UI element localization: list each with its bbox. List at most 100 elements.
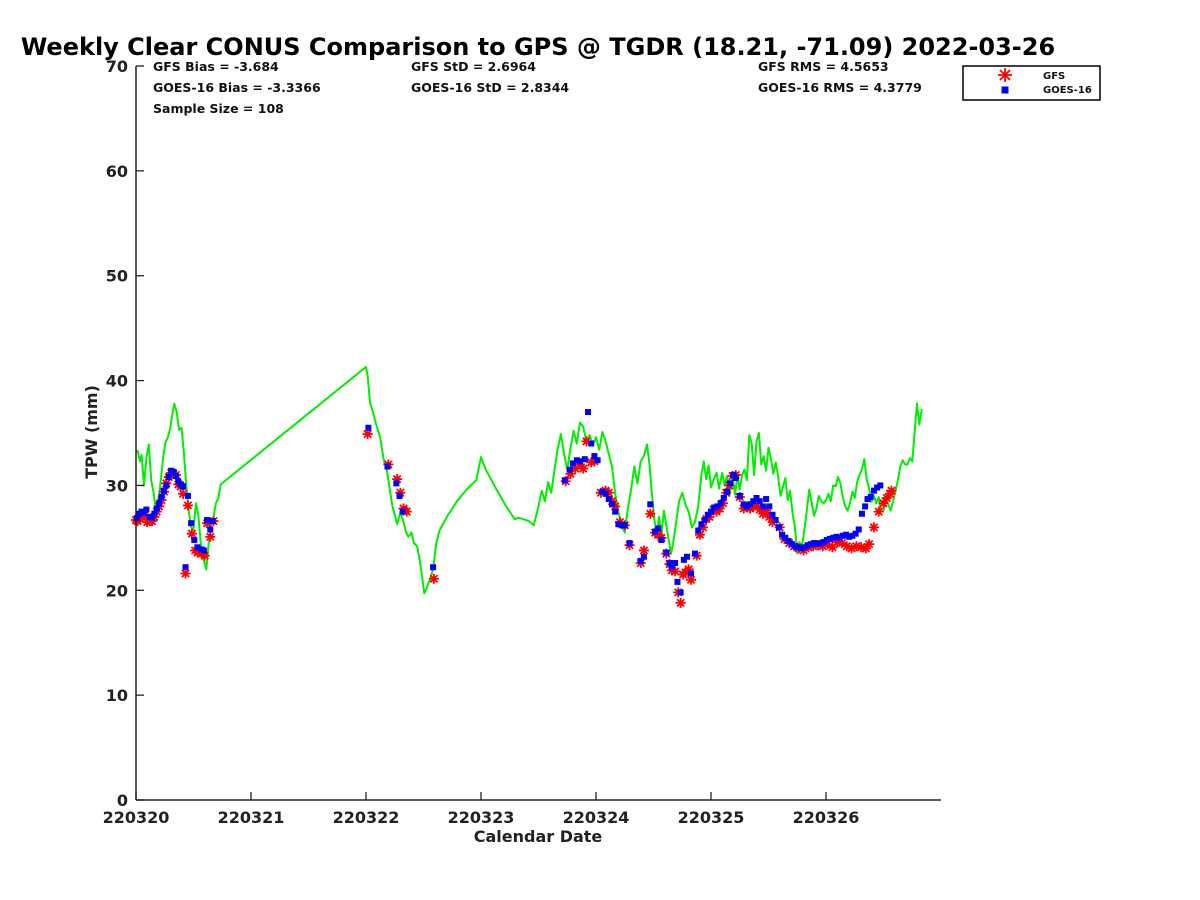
gfs-point bbox=[860, 543, 871, 554]
goes16-point bbox=[160, 487, 167, 494]
goes16-point bbox=[769, 511, 776, 518]
gfs-point bbox=[186, 528, 197, 539]
gfs-point bbox=[873, 506, 884, 517]
gfs-point bbox=[202, 518, 213, 529]
goes16-point bbox=[732, 475, 739, 482]
goes16-point bbox=[652, 528, 659, 535]
goes16-point bbox=[637, 557, 644, 564]
goes16-point bbox=[826, 535, 833, 542]
goes16-point bbox=[730, 471, 737, 478]
goes16-point bbox=[743, 503, 750, 510]
gfs-point bbox=[846, 543, 857, 554]
goes16-point bbox=[209, 518, 216, 525]
goes16-point bbox=[204, 517, 211, 524]
goes16-point bbox=[862, 503, 869, 510]
goes16-point bbox=[830, 534, 837, 541]
stat-goes-bias: GOES-16 Bias = -3.3366 bbox=[153, 80, 321, 95]
goes16-point bbox=[823, 536, 830, 543]
stat-sample-size: Sample Size = 108 bbox=[153, 101, 284, 116]
goes16-point bbox=[194, 544, 201, 551]
goes16-point bbox=[561, 477, 568, 484]
goes16-point bbox=[599, 488, 606, 495]
goes16-point bbox=[791, 543, 798, 550]
gfs-point bbox=[570, 463, 581, 474]
goes16-point bbox=[756, 498, 763, 505]
gfs-point bbox=[698, 522, 709, 533]
goes16-point bbox=[577, 458, 584, 465]
goes16-point bbox=[200, 547, 207, 554]
goes16-point bbox=[833, 533, 840, 540]
stat-gfs-bias: GFS Bias = -3.684 bbox=[153, 59, 279, 74]
goes16-point bbox=[396, 492, 403, 499]
goes16-point bbox=[175, 478, 182, 485]
x-tick-label: 220325 bbox=[678, 808, 745, 827]
gfs-point bbox=[851, 541, 862, 552]
y-tick-label: 30 bbox=[106, 476, 128, 495]
y-tick-label: 40 bbox=[106, 372, 128, 391]
goes16-point bbox=[666, 560, 673, 567]
goes16-point bbox=[842, 531, 849, 538]
x-axis-label: Calendar Date bbox=[474, 827, 603, 846]
goes16-point bbox=[184, 492, 191, 499]
gfs-point bbox=[156, 495, 167, 506]
goes16-point bbox=[785, 538, 792, 545]
goes16-point bbox=[688, 570, 695, 577]
goes16-point bbox=[608, 501, 615, 508]
goes16-point bbox=[775, 524, 782, 531]
x-tick-label: 220326 bbox=[793, 808, 860, 827]
legend-square bbox=[1001, 86, 1009, 94]
y-tick-label: 20 bbox=[106, 581, 128, 600]
goes16-point bbox=[807, 541, 814, 548]
goes16-point bbox=[747, 501, 754, 508]
gfs-point bbox=[581, 436, 592, 447]
goes16-point bbox=[852, 530, 859, 537]
goes16-point bbox=[839, 532, 846, 539]
gps-line-segment bbox=[135, 365, 923, 595]
goes16-point bbox=[698, 521, 705, 528]
gfs-point bbox=[392, 474, 403, 485]
goes16-point bbox=[877, 482, 884, 489]
goes16-point bbox=[753, 495, 760, 502]
goes16-point bbox=[864, 496, 871, 503]
gfs-point bbox=[182, 500, 193, 511]
gfs-point bbox=[606, 496, 617, 507]
goes16-point bbox=[874, 484, 881, 491]
goes16-point bbox=[188, 520, 195, 527]
gfs-point bbox=[205, 531, 216, 542]
gfs-point bbox=[856, 542, 867, 553]
gfs-point bbox=[686, 574, 697, 585]
goes16-point bbox=[788, 541, 795, 548]
legend-marker-gfs bbox=[998, 68, 1012, 82]
goes16-point bbox=[708, 508, 714, 515]
stat-gfs-rms: GFS RMS = 4.5653 bbox=[758, 59, 889, 74]
goes16-point bbox=[736, 492, 743, 499]
goes16-point bbox=[717, 500, 724, 507]
goes16-point bbox=[430, 564, 437, 571]
goes16-point bbox=[795, 544, 802, 551]
gfs-point bbox=[565, 468, 576, 479]
goes16-point bbox=[817, 540, 824, 547]
goes16-point bbox=[750, 498, 757, 505]
stat-goes-rms: GOES-16 RMS = 4.3779 bbox=[758, 80, 922, 95]
gfs-point bbox=[146, 516, 157, 527]
legend-label-goes16: GOES-16 bbox=[1043, 85, 1092, 96]
goes16-point bbox=[581, 456, 588, 463]
gfs-point bbox=[192, 547, 203, 558]
gfs-point bbox=[142, 517, 153, 528]
gfs-point bbox=[610, 501, 621, 512]
goes16-point bbox=[858, 510, 865, 517]
goes16-point bbox=[591, 453, 598, 460]
stat-gfs-std: GFS StD = 2.6964 bbox=[411, 59, 536, 74]
y-tick-label: 10 bbox=[106, 686, 128, 705]
goes16-point bbox=[566, 466, 573, 473]
goes16-point bbox=[867, 493, 874, 500]
gfs-point bbox=[751, 500, 762, 511]
goes16-point bbox=[399, 508, 406, 515]
gfs-point bbox=[832, 537, 843, 548]
axes: 0 10 20 30 40 50 60 70 220320 220321 220322 220323 2… bbox=[103, 57, 941, 827]
y-tick-label: 60 bbox=[106, 162, 128, 181]
goes16-point bbox=[384, 463, 391, 470]
gfs-point bbox=[764, 511, 775, 522]
gfs-point bbox=[401, 506, 412, 517]
goes16-point bbox=[182, 564, 189, 571]
